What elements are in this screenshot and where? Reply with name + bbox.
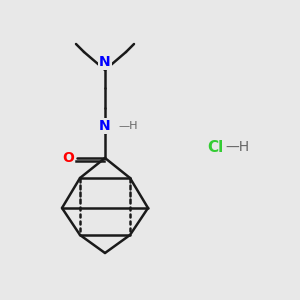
Text: —H: —H (118, 121, 137, 131)
Text: —H: —H (225, 140, 249, 154)
Text: O: O (62, 151, 74, 165)
Text: N: N (99, 55, 111, 69)
Text: N: N (99, 119, 111, 133)
Text: Cl: Cl (207, 140, 223, 154)
